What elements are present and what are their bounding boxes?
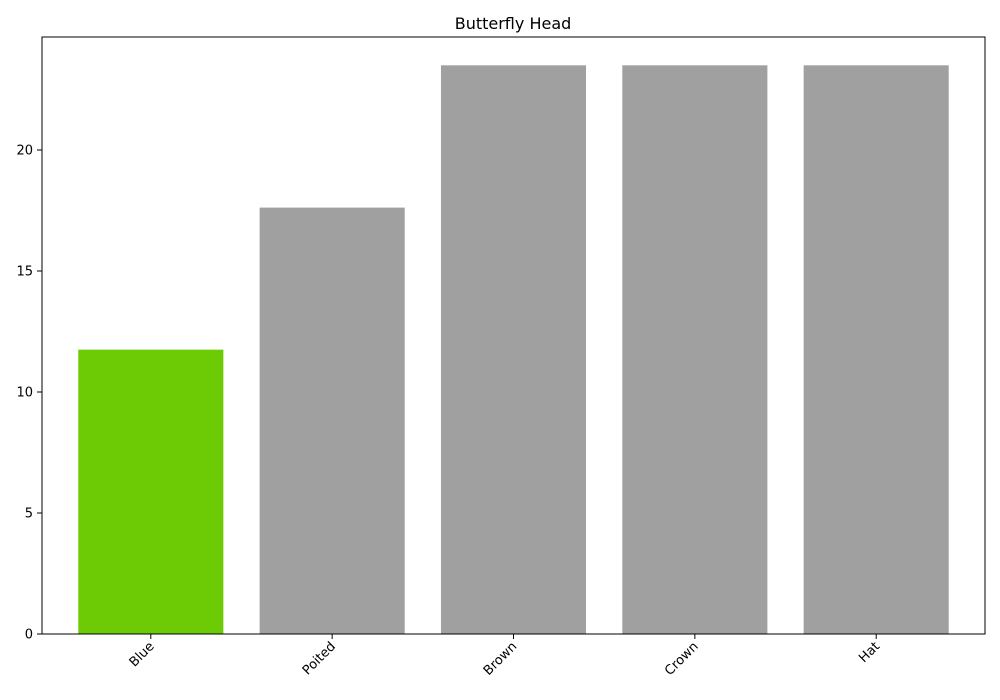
bar-hat [803, 65, 949, 634]
y-tick-label: 5 [25, 507, 33, 522]
bar-brown [440, 65, 587, 634]
chart-title: Butterfly Head [455, 14, 572, 33]
y-tick-label: 0 [25, 628, 33, 643]
bar-poited [259, 207, 405, 635]
x-tick-label-poited: Poited [300, 639, 339, 678]
y-tick-label: 20 [16, 144, 33, 159]
bar-blue [78, 349, 224, 634]
bar-crown [622, 65, 768, 634]
x-tick-label-crown: Crown [662, 639, 702, 679]
x-tick-label-hat: Hat [856, 639, 883, 666]
y-tick-label: 10 [16, 386, 33, 401]
y-tick-label: 15 [16, 265, 33, 280]
x-tick-label-blue: Blue [127, 639, 158, 670]
bars-layer [78, 65, 949, 635]
x-tick-label-brown: Brown [481, 639, 520, 678]
